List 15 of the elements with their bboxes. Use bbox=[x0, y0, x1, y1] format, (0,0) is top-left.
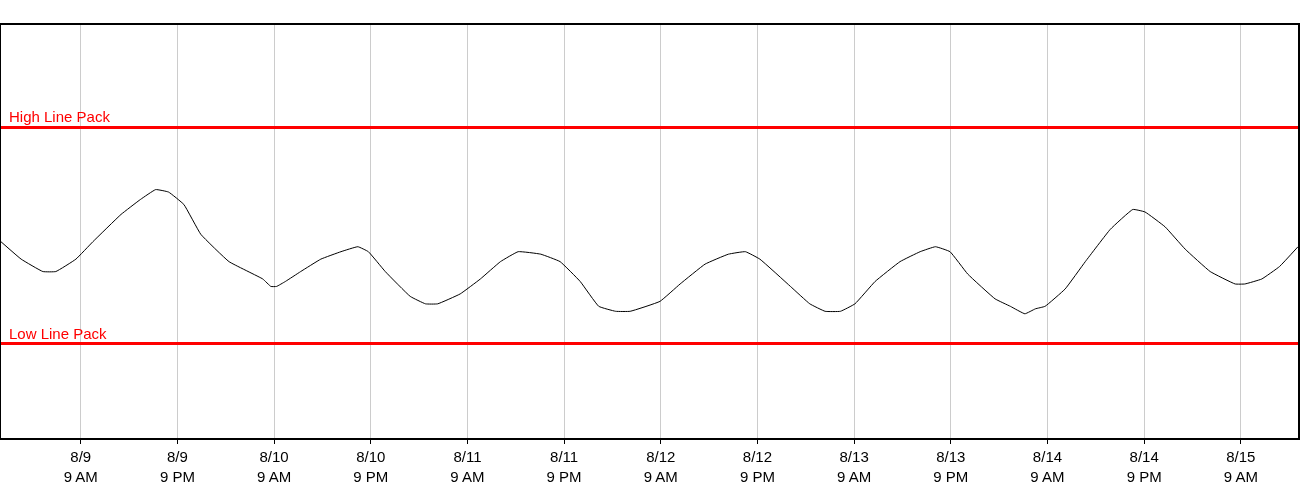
x-tick-label: 8/10 9 AM bbox=[257, 448, 292, 485]
x-tick-label: 8/14 9 AM bbox=[1030, 448, 1065, 485]
x-tick-label: 8/10 9 PM bbox=[353, 448, 389, 485]
ref-line-label: High Line Pack bbox=[9, 108, 111, 125]
x-tick-label: 8/13 9 PM bbox=[933, 448, 969, 485]
x-tick-label: 8/15 9 AM bbox=[1223, 448, 1258, 485]
x-tick-label: 8/9 9 AM bbox=[63, 448, 98, 485]
x-tick-label: 8/11 9 AM bbox=[450, 448, 485, 485]
x-tick-label: 8/9 9 PM bbox=[159, 448, 195, 485]
x-tick-label: 8/12 9 PM bbox=[739, 448, 775, 485]
x-tick-label: 8/12 9 AM bbox=[643, 448, 678, 485]
x-tick-label: 8/13 9 AM bbox=[837, 448, 872, 485]
x-tick-label: 8/11 9 PM bbox=[546, 448, 582, 485]
ref-line-label: Low Line Pack bbox=[9, 325, 108, 342]
x-tick-label: 8/14 9 PM bbox=[1126, 448, 1162, 485]
